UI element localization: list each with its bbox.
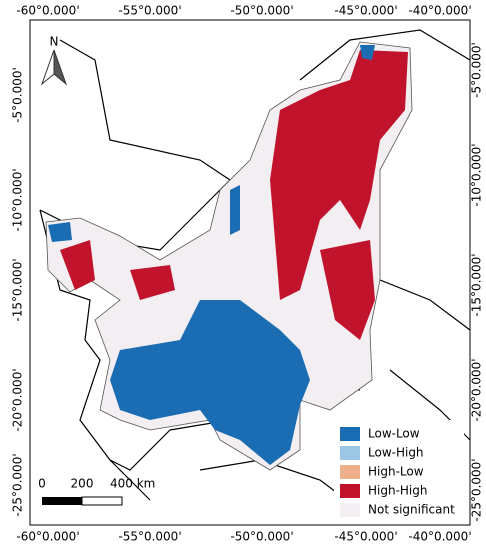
legend-label: Low-Low <box>368 427 420 441</box>
cluster <box>320 240 375 340</box>
scale-label: 200 <box>71 477 94 491</box>
longitude-label: -45°0.000' <box>334 4 397 18</box>
latitude-label: -25°0.000' <box>11 453 25 516</box>
longitude-label: -40°0.000' <box>408 4 471 18</box>
scale-bar: 0 200 400 km <box>38 477 155 506</box>
legend-swatch <box>340 446 360 460</box>
latitude-label: -25°0.000' <box>470 458 484 521</box>
longitude-label: -55°0.000' <box>118 530 181 544</box>
border <box>39 209 171 471</box>
longitude-label: -60°0.000' <box>16 4 79 18</box>
legend-label: High-High <box>368 484 428 498</box>
legend-swatch <box>340 484 360 498</box>
legend-label: Low-High <box>368 446 424 460</box>
latitude-label: -15°0.000' <box>470 253 484 316</box>
scale-label: 400 km <box>110 477 155 491</box>
legend-swatch <box>340 427 360 441</box>
longitude-label: -50°0.000' <box>230 4 293 18</box>
legend-label: High-Low <box>368 465 424 479</box>
latitude-label: -20°0.000' <box>11 368 25 431</box>
scale-label: 0 <box>38 477 46 491</box>
latitude-label: -10°0.000' <box>470 143 484 206</box>
latitude-label: -15°0.000' <box>11 258 25 321</box>
longitude-label: -50°0.000' <box>230 530 293 544</box>
cluster <box>60 240 175 300</box>
north-arrow: N <box>40 35 68 86</box>
arrow-half <box>53 49 68 86</box>
north-label: N <box>50 35 59 49</box>
latitude-label: -5°0.000' <box>470 42 484 98</box>
high-high-clusters <box>60 50 408 340</box>
legend-swatch <box>340 465 360 479</box>
legend-label: Not significant <box>368 503 455 517</box>
longitude-label: -45°0.000' <box>334 530 397 544</box>
latitude-label: -10°0.000' <box>11 168 25 231</box>
border <box>299 29 471 81</box>
longitude-label: -40°0.000' <box>408 530 471 544</box>
scale-segment <box>42 497 82 505</box>
latitude-label: -20°0.000' <box>470 358 484 421</box>
low-low-clusters <box>48 45 375 465</box>
latitude-label: -5°0.000' <box>11 67 25 123</box>
legend-swatch <box>340 503 360 517</box>
longitude-label: -55°0.000' <box>118 4 181 18</box>
cluster <box>110 300 310 465</box>
cluster <box>270 50 408 300</box>
longitude-label: -60°0.000' <box>16 530 79 544</box>
scale-segment <box>81 496 123 506</box>
